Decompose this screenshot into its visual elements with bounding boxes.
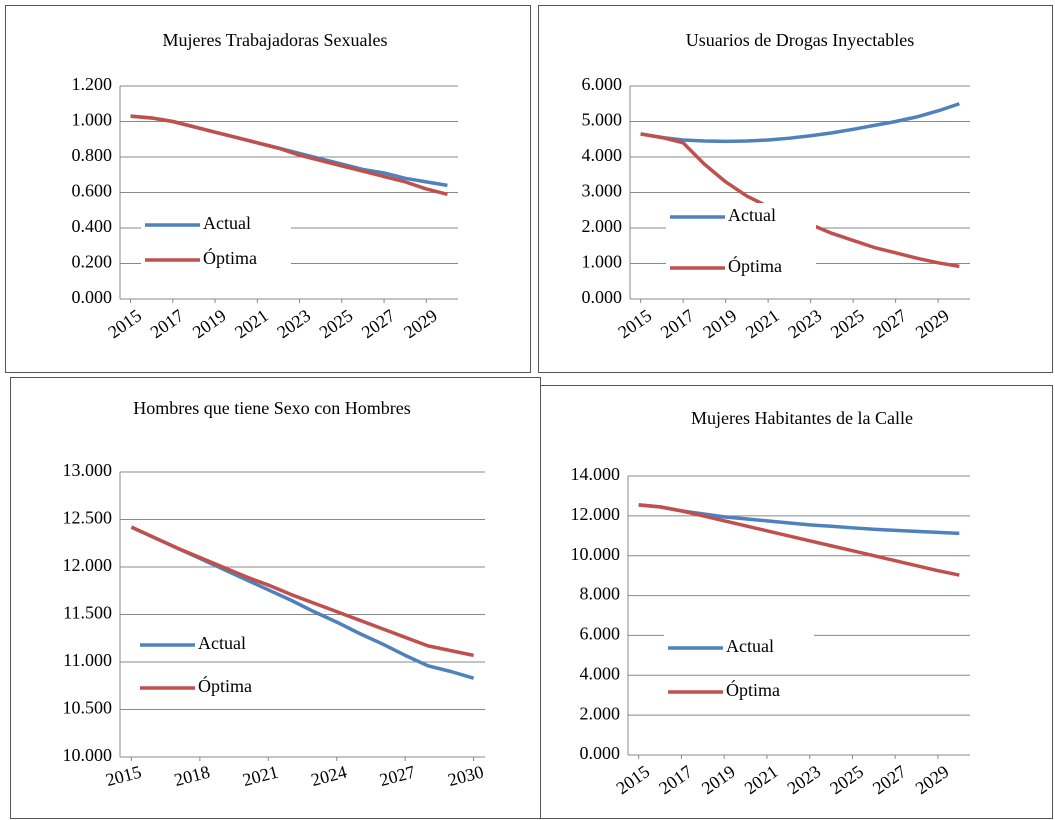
x-tick-label: 2025 bbox=[826, 761, 867, 798]
x-tick-label: 2019 bbox=[698, 761, 739, 798]
x-tick-label: 2019 bbox=[189, 305, 230, 342]
y-tick-label: 0.800 bbox=[72, 145, 113, 165]
series-line bbox=[640, 102, 960, 144]
y-tick-label: 1.200 bbox=[72, 74, 113, 94]
x-tick-label: 2027 bbox=[377, 762, 417, 791]
x-tick-label: 2015 bbox=[104, 305, 145, 342]
x-tick-label: 2029 bbox=[912, 761, 953, 798]
chart-title: Usuarios de Drogas Inyectables bbox=[686, 30, 914, 50]
x-tick-label: 2021 bbox=[742, 305, 783, 342]
chart-title: Mujeres Trabajadoras Sexuales bbox=[163, 30, 388, 50]
y-tick-label: 12.000 bbox=[571, 504, 621, 524]
chart-title: Hombres que tiene Sexo con Hombres bbox=[133, 398, 410, 418]
series-line bbox=[640, 132, 960, 269]
x-tick-label: 2018 bbox=[172, 762, 212, 791]
legend-label: Actual bbox=[728, 205, 776, 225]
y-tick-label: 14.000 bbox=[571, 464, 621, 484]
y-tick-label: 6.000 bbox=[580, 624, 621, 644]
y-tick-label: 13.000 bbox=[63, 460, 113, 480]
x-tick-label: 2027 bbox=[869, 305, 910, 342]
panel bbox=[538, 5, 1053, 373]
y-tick-label: 2.000 bbox=[580, 703, 621, 723]
y-tick-label: 11.000 bbox=[63, 650, 112, 670]
x-tick-label: 2015 bbox=[612, 761, 653, 798]
x-tick-label: 2017 bbox=[655, 761, 696, 798]
y-tick-label: 0.200 bbox=[72, 252, 113, 272]
series-line bbox=[130, 525, 474, 658]
series-line bbox=[638, 503, 960, 577]
y-tick-label: 0.000 bbox=[580, 743, 621, 763]
y-tick-label: 0.000 bbox=[582, 287, 623, 307]
x-tick-label: 2017 bbox=[147, 305, 188, 342]
y-tick-label: 4.000 bbox=[580, 663, 621, 683]
y-tick-label: 0.400 bbox=[72, 216, 113, 236]
x-tick-label: 2015 bbox=[104, 762, 144, 791]
y-tick-label: 10.000 bbox=[63, 745, 113, 765]
y-tick-label: 10.500 bbox=[63, 698, 113, 718]
x-tick-label: 2030 bbox=[446, 762, 486, 791]
x-tick-label: 2021 bbox=[240, 762, 280, 791]
y-tick-label: 12.500 bbox=[63, 508, 113, 528]
y-tick-label: 1.000 bbox=[582, 252, 623, 272]
chart-title: Mujeres Habitantes de la Calle bbox=[691, 408, 913, 428]
x-tick-label: 2023 bbox=[273, 305, 314, 342]
legend-label: Óptima bbox=[203, 247, 257, 268]
panel bbox=[5, 5, 531, 373]
x-tick-label: 2021 bbox=[741, 761, 782, 798]
y-tick-label: 1.000 bbox=[72, 110, 113, 130]
x-tick-label: 2025 bbox=[827, 305, 868, 342]
x-tick-label: 2025 bbox=[316, 305, 357, 342]
y-tick-label: 0.600 bbox=[72, 181, 113, 201]
y-tick-label: 11.500 bbox=[63, 603, 112, 623]
x-tick-label: 2021 bbox=[231, 305, 272, 342]
x-tick-label: 2029 bbox=[912, 305, 953, 342]
y-tick-label: 6.000 bbox=[582, 74, 623, 94]
legend-label: Actual bbox=[726, 636, 774, 656]
y-tick-label: 10.000 bbox=[571, 544, 621, 564]
legend-label: Óptima bbox=[198, 675, 252, 696]
y-tick-label: 0.000 bbox=[72, 287, 113, 307]
legend-label: Óptima bbox=[726, 679, 780, 700]
x-tick-label: 2024 bbox=[309, 762, 349, 791]
y-tick-label: 8.000 bbox=[580, 584, 621, 604]
y-tick-label: 4.000 bbox=[582, 145, 623, 165]
x-tick-label: 2027 bbox=[358, 305, 399, 342]
legend-label: Actual bbox=[203, 213, 251, 233]
x-tick-label: 2019 bbox=[699, 305, 740, 342]
y-tick-label: 5.000 bbox=[582, 110, 623, 130]
x-tick-label: 2023 bbox=[783, 761, 824, 798]
x-tick-label: 2023 bbox=[784, 305, 825, 342]
series-line bbox=[638, 503, 960, 536]
y-tick-label: 12.000 bbox=[63, 555, 113, 575]
x-tick-label: 2017 bbox=[657, 305, 698, 342]
series-line bbox=[130, 114, 448, 196]
x-tick-label: 2015 bbox=[614, 305, 655, 342]
x-tick-label: 2027 bbox=[869, 761, 910, 798]
y-tick-label: 3.000 bbox=[582, 181, 623, 201]
panel bbox=[540, 385, 1053, 819]
x-tick-label: 2029 bbox=[400, 305, 441, 342]
y-tick-label: 2.000 bbox=[582, 216, 623, 236]
legend-label: Óptima bbox=[728, 255, 782, 276]
legend-label: Actual bbox=[198, 633, 246, 653]
